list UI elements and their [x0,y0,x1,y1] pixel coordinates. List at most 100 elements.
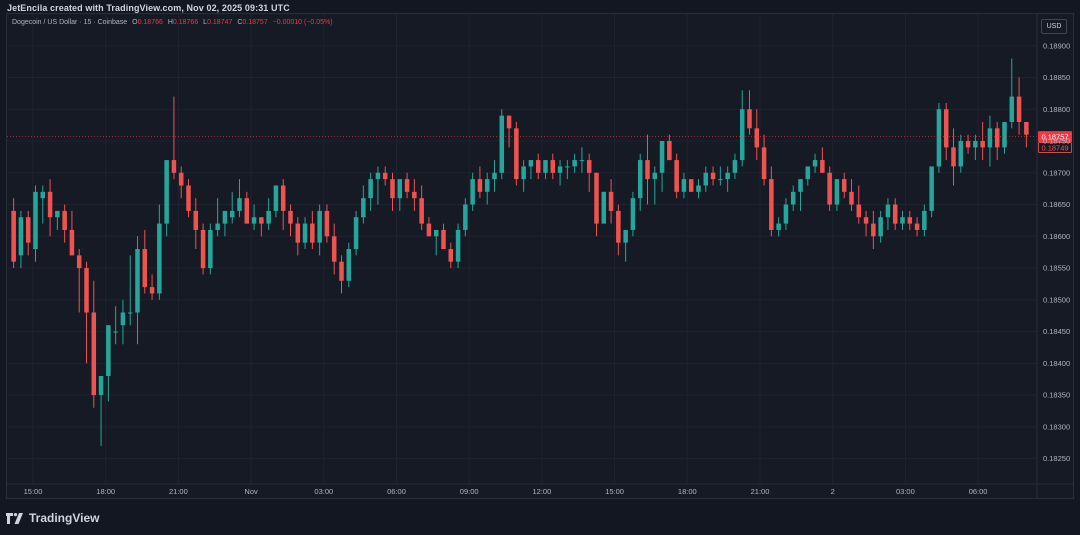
candle-body [331,236,337,262]
chart-grid [7,14,1037,484]
legend-change-value: −0.00010 (−0.05%) [272,19,333,26]
candle-body [812,160,818,167]
candle-body [259,217,264,224]
candle-body [382,172,388,180]
candle-body [987,128,993,148]
candle-body [645,160,650,180]
candle-body [433,229,439,237]
last-price-tag [1038,131,1072,143]
candle-body [674,160,679,192]
candle-body [907,217,913,224]
candle-body [412,191,417,199]
candle-body [200,229,206,269]
x-tick-label: 15:00 [24,487,43,496]
candle-body [62,210,67,230]
candle-body [528,160,534,167]
candle-body [499,115,505,173]
candle-body [295,223,301,243]
footer-bar [0,499,1080,535]
candle-body [324,210,330,237]
candle-body [448,249,454,262]
candle-body [856,204,862,218]
symbol-legend: Dogecoin / US Dollar · 15 · Coinbase O0.… [12,19,333,26]
candle-body [208,229,213,269]
candle-body [302,223,308,243]
candle-body [404,179,410,192]
candle-body [390,179,395,199]
candle-body [681,179,687,192]
candle-body [11,210,16,262]
legend-low-value: 0.18747 [207,19,233,26]
legend-close-label: C [237,19,243,26]
candle-body [849,191,854,205]
candle-body [18,217,24,256]
candle-body [280,185,286,211]
candle-body [885,204,891,218]
candle-body [346,249,352,281]
candle-body [994,128,1000,148]
candle-body [164,160,169,224]
x-tick-label: 18:00 [678,487,697,496]
y-tick-label: 0.18800 [1043,105,1070,114]
candle-body [929,166,934,211]
candle-body [951,147,956,167]
candle-body [827,172,832,205]
candle-body [69,229,75,256]
currency-button[interactable]: USD [1041,19,1067,34]
candle-body [477,179,483,192]
candle-body [732,160,738,173]
candle-body [1016,96,1022,122]
candle-body [725,172,730,180]
candle-body [441,229,446,249]
candle-body [798,179,803,192]
tradingview-logo-icon [6,512,23,524]
y-tick-label: 0.18300 [1043,422,1070,431]
candle-body [652,172,658,180]
candle-body [171,160,177,173]
candle-body [914,223,920,230]
x-tick-label: 15:00 [605,487,624,496]
y-tick-label: 0.18900 [1043,41,1070,50]
candle-body [361,198,366,218]
candle-body [892,204,898,224]
legend-open-label: O [132,19,138,26]
tradingview-brand[interactable]: TradingView [6,511,99,525]
y-tick-label: 0.18550 [1043,264,1070,273]
candle-body [973,141,978,148]
candle-body [608,191,614,211]
y-tick-label: 0.18350 [1043,391,1070,400]
x-tick-label: 21:00 [169,487,188,496]
candle-body [353,217,359,249]
candle-body [288,210,293,224]
candle-body [237,198,242,211]
candle-body [98,376,104,396]
candle-body [943,109,949,148]
candle-body [630,198,636,230]
candle-body [463,204,468,230]
candle-body [229,210,235,218]
y-tick-label: 0.18400 [1043,359,1070,368]
candle-body [397,179,403,199]
candle-body [922,210,927,230]
candle-body [637,160,643,199]
secondary-price-label: 0.18749 [1041,143,1068,152]
legend-open-value: 0.18766 [137,19,163,26]
candle-body [572,160,577,167]
candle-body [157,223,162,294]
candle-body [718,179,723,181]
candle-body [841,179,847,192]
candle-body [543,160,548,173]
candle-body [470,179,475,205]
axes-layer: 0.18900 0.18850 0.18800 0.18750 0.18700 0.186… [6,13,1074,499]
candle-body [747,109,752,129]
candle-body [980,141,985,148]
candle-body [550,160,556,173]
candle-body [594,172,599,224]
legend-high-label: H [167,19,173,26]
candle-body [965,141,971,148]
candle-body [769,179,774,230]
candle-body [557,166,563,173]
candle-body [47,191,53,218]
candle-body [419,198,424,224]
